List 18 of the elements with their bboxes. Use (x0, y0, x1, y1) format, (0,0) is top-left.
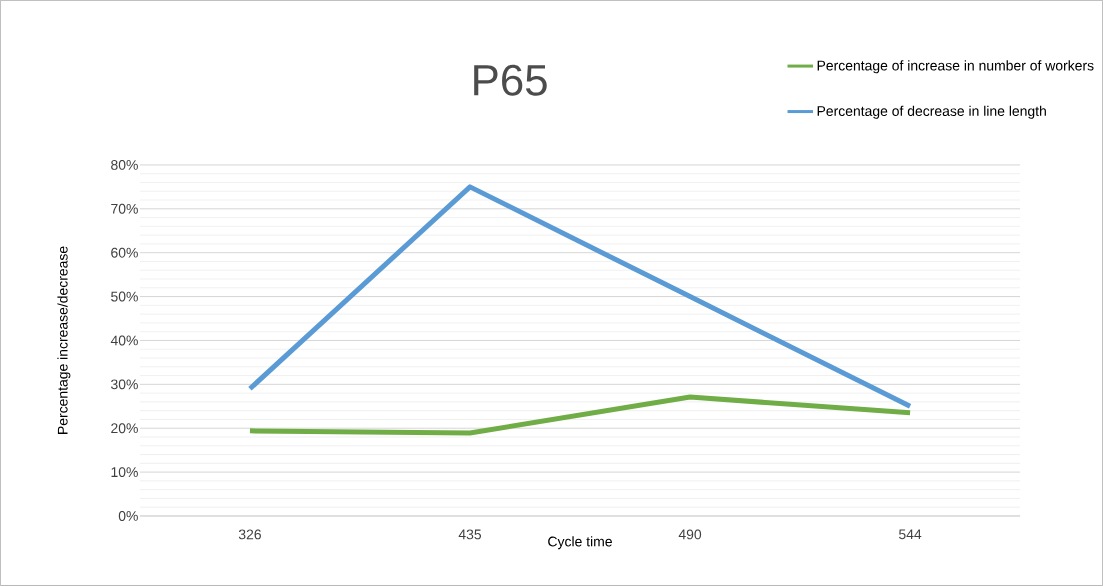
y-tick-label: 20% (111, 423, 138, 434)
y-axis-title: Percentage increase/decrease (57, 246, 71, 434)
chart-title: P65 (474, 64, 547, 96)
x-tick-label: 490 (678, 529, 702, 540)
x-tick-label: 544 (899, 529, 922, 540)
y-tick-label: 50% (111, 291, 138, 302)
y-tick-label: 0% (118, 511, 138, 521)
x-tick-label: 326 (238, 529, 261, 540)
legend-label: Percentage of decrease in line length (817, 105, 1046, 119)
x-axis-title: Cycle time (548, 536, 612, 550)
y-tick-label: 10% (111, 467, 138, 478)
y-tick-label: 70% (111, 203, 138, 214)
y-tick-label: 30% (111, 379, 138, 390)
x-tick-label: 435 (458, 529, 482, 540)
y-tick-label: 60% (111, 247, 138, 258)
y-tick-label: 80% (111, 160, 138, 170)
y-tick-label: 40% (110, 335, 138, 346)
legend-label: Percentage of increase in number of workers (817, 60, 1094, 74)
